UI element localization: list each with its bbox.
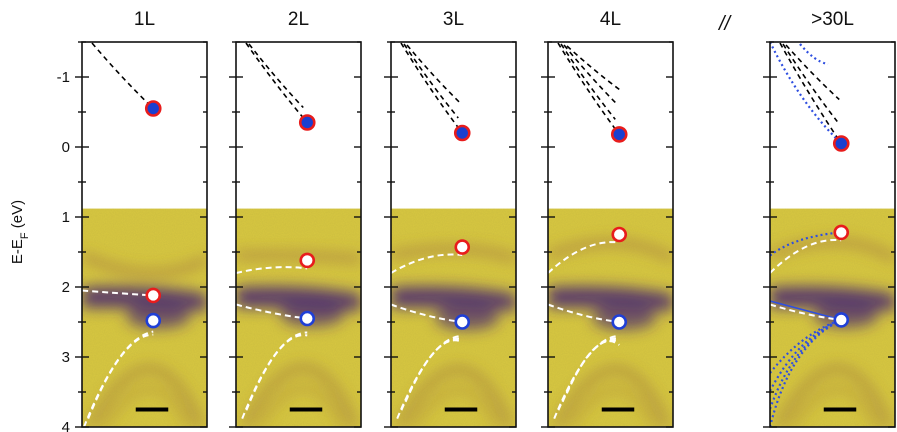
- y-tick-label: 0: [62, 139, 70, 156]
- white-dashed-guide: [87, 333, 154, 419]
- panel-3L: 3L: [384, 9, 517, 428]
- occupied-state-marker-lower: [145, 312, 162, 329]
- conduction-band-marker: [144, 100, 162, 117]
- blue-dotted-guide: [770, 42, 843, 145]
- panel-1L: 1L: [75, 9, 208, 428]
- dashed-guide-line: [248, 43, 304, 109]
- conduction-band-marker: [298, 114, 316, 131]
- occupied-state-marker-upper: [833, 224, 850, 241]
- y-axis-label-text: E-EF (eV): [9, 200, 31, 264]
- dashed-guide-line: [566, 45, 620, 91]
- panel-title: 2L: [288, 9, 309, 30]
- y-axis-label-sub: F: [19, 232, 31, 239]
- panel-image: [770, 42, 895, 427]
- y-tick-label: 4: [62, 419, 70, 432]
- dashed-guide-line: [782, 43, 838, 122]
- y-axis-label-main: E-E: [9, 239, 26, 264]
- panel-image: [236, 42, 361, 427]
- panel-image: [82, 42, 207, 427]
- panel-title: 1L: [134, 9, 155, 30]
- white-dashed-guide: [404, 339, 463, 403]
- dashed-guide-line: [785, 44, 840, 101]
- occupied-state-marker-upper: [454, 239, 471, 255]
- white-dashed-guide: [565, 340, 620, 394]
- panel-frame: [81, 41, 208, 428]
- dashed-guide-line: [403, 43, 459, 119]
- panel-image: [391, 42, 516, 427]
- y-tick-label: 1: [62, 209, 70, 226]
- intensity-band: [236, 252, 361, 427]
- occupied-state-marker-lower: [299, 310, 316, 327]
- conduction-band-marker: [453, 124, 471, 142]
- white-dashed-guide: [548, 241, 620, 274]
- white-dashed-guide: [245, 334, 308, 411]
- blue-dotted-guide: [770, 318, 842, 392]
- panel-4L: 4L: [541, 9, 674, 428]
- panel-gt30L: >30L: [763, 9, 896, 428]
- panel-2L: 2L: [229, 9, 362, 428]
- dashed-guide-line: [400, 42, 463, 134]
- blue-dotted-guide: [799, 43, 829, 66]
- blue-dotted-guide: [770, 231, 842, 257]
- occupied-state-marker-upper: [611, 226, 628, 243]
- panel-frame: [390, 41, 517, 428]
- dashed-guide-line: [560, 43, 616, 120]
- intensity-band: [770, 238, 895, 427]
- blue-dotted-guide: [770, 318, 842, 374]
- panel-frame: [547, 41, 674, 428]
- y-tick-label: 2: [62, 279, 70, 296]
- y-axis-label-unit: (eV): [9, 200, 26, 233]
- dashed-guide-line: [91, 42, 154, 110]
- y-tick-label: -1: [57, 69, 70, 86]
- y-tick-label: 3: [62, 349, 70, 366]
- dashed-guide-line: [779, 42, 842, 144]
- white-dashed-guide: [236, 266, 308, 274]
- panel-title: 4L: [600, 9, 621, 30]
- occupied-state-marker-lower: [454, 314, 471, 330]
- axis-break-mark: //: [717, 13, 733, 35]
- dashed-guide-line: [563, 44, 618, 105]
- dashed-guide-line: [406, 44, 461, 104]
- panel-frame: [769, 41, 896, 428]
- occupied-state-marker-upper: [145, 287, 162, 304]
- dashed-guide-line: [557, 42, 620, 135]
- conduction-band-marker: [832, 135, 850, 152]
- white-dashed-guide: [770, 239, 842, 274]
- conduction-band-marker: [610, 126, 628, 143]
- occupied-state-marker-lower: [833, 312, 850, 328]
- dashed-guide-line: [245, 42, 308, 124]
- occupied-state-marker-upper: [299, 252, 316, 269]
- y-axis-label: E-EF (eV): [9, 200, 31, 264]
- panel-title: >30L: [811, 9, 854, 30]
- blue-solid-guide: [770, 300, 842, 321]
- panels: 1L 2L 3L 4L >30L: [75, 9, 896, 428]
- panel-image: [548, 42, 673, 427]
- blue-dotted-guide: [770, 318, 842, 427]
- panel-title: 3L: [443, 9, 464, 30]
- occupied-state-marker-lower: [611, 314, 628, 330]
- panel-frame: [235, 41, 362, 428]
